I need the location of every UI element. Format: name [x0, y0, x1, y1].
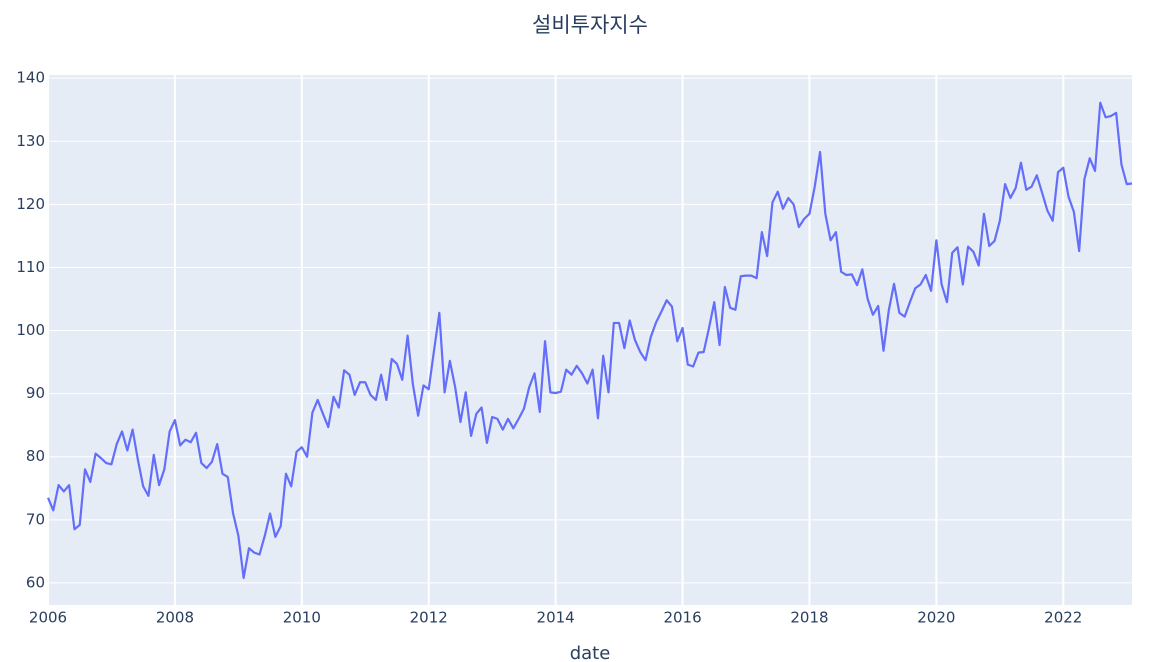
data-line	[46, 101, 1133, 579]
x-tick-label: 2018	[790, 609, 828, 627]
y-tick-label: 80	[26, 447, 45, 465]
y-tick-label: 90	[26, 384, 45, 402]
y-tick-label: 100	[16, 321, 45, 339]
y-tick-label: 130	[16, 132, 45, 150]
y-tick-label: 140	[16, 69, 45, 87]
x-tick-label: 2006	[29, 609, 67, 627]
x-tick-label: 2008	[156, 609, 194, 627]
y-tick-label: 120	[16, 195, 45, 213]
chart-title: 설비투자지수	[532, 13, 648, 37]
y-tick-label: 110	[16, 258, 45, 276]
x-tick-label: 2010	[283, 609, 321, 627]
x-tick-label: 2020	[917, 609, 955, 627]
x-tick-label: 2012	[410, 609, 448, 627]
x-tick-label: 2014	[537, 609, 575, 627]
x-tick-label: 2016	[663, 609, 701, 627]
x-axis-title: date	[570, 643, 611, 662]
x-tick-label: 2022	[1044, 609, 1082, 627]
plot-area	[48, 75, 1132, 605]
y-tick-label: 70	[26, 510, 45, 528]
y-tick-label: 60	[26, 573, 45, 591]
